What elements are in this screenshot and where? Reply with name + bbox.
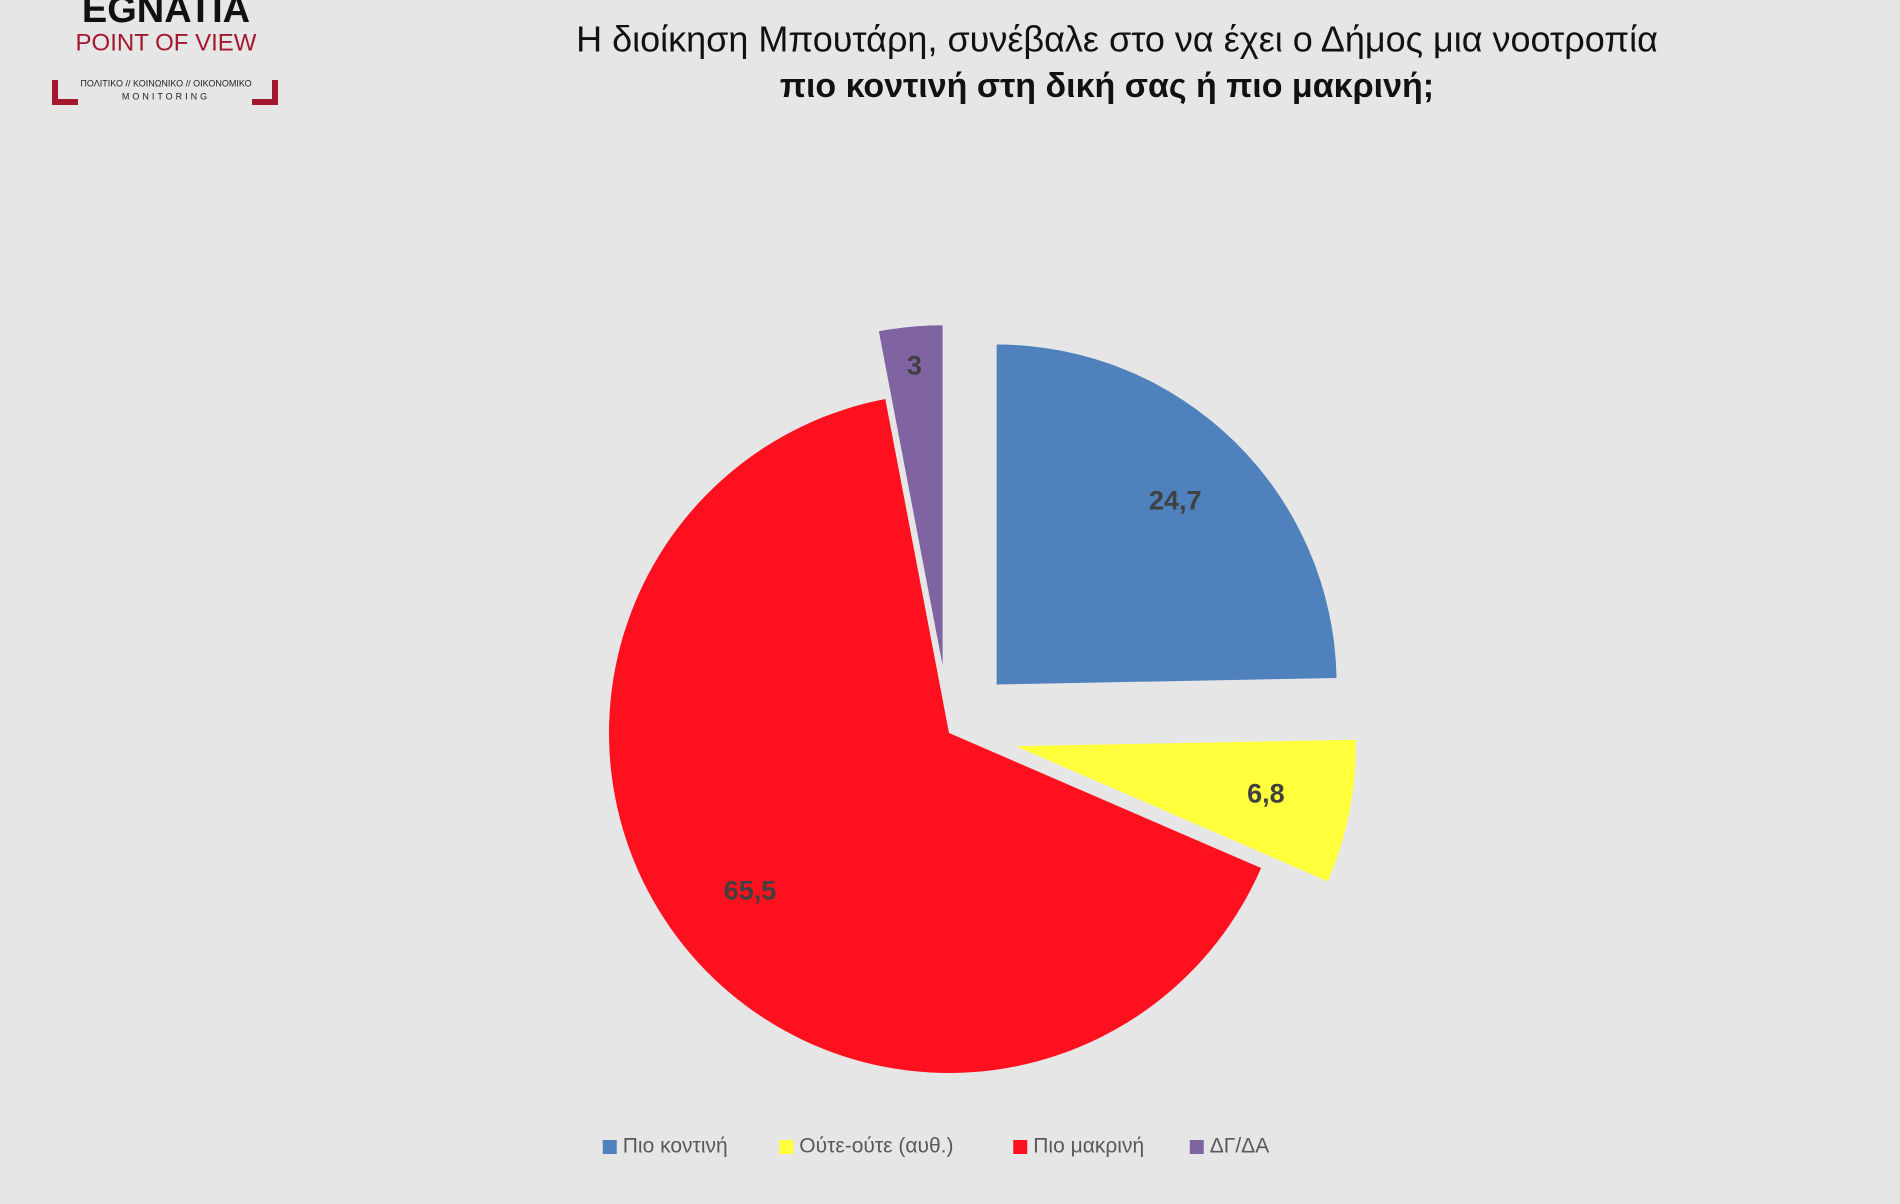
logo-bracket (52, 80, 78, 105)
logo-topics: ΠΟΛΙΤΙΚΟ // ΚΟΙΝΩΝΙΚΟ // ΟΙΚΟΝΟΜΙΚΟ (80, 78, 251, 88)
pie-slice (1015, 739, 1356, 882)
legend-label: Ούτε-ούτε (αυθ.) (799, 1135, 953, 1158)
pie-slice (996, 344, 1337, 685)
logo-sub: MONITORING (122, 91, 210, 101)
data-label: 24,7 (1149, 486, 1202, 516)
legend-label: ΔΓ/ΔΑ (1210, 1135, 1269, 1158)
legend-swatch (1189, 1140, 1204, 1154)
logo-name: EGNATIA (82, 0, 250, 31)
logo-bracket (252, 80, 278, 105)
data-label: 65,5 (724, 876, 777, 906)
legend-label: Πιο μακρινή (1033, 1135, 1144, 1158)
chart-subtitle: πιο κοντινή στη δική σας ή πιο μακρινή; (780, 67, 1434, 105)
pie-slice (878, 325, 943, 666)
logo-tagline: POINT OF VIEW (76, 29, 257, 56)
data-label: 6,8 (1247, 779, 1285, 809)
legend-swatch (602, 1140, 617, 1154)
logo: EGNATIA POINT OF VIEW ΠΟΛΙΤΙΚΟ // ΚΟΙΝΩΝ… (52, 0, 278, 105)
pie-slice (608, 399, 1262, 1073)
legend-swatch (1013, 1140, 1028, 1154)
legend-swatch (779, 1140, 794, 1154)
legend-label: Πιο κοντινή (623, 1135, 728, 1158)
data-label: 3 (907, 351, 922, 381)
chart-title: Η διοίκηση Μπουτάρη, συνέβαλε στο να έχε… (576, 19, 1658, 60)
